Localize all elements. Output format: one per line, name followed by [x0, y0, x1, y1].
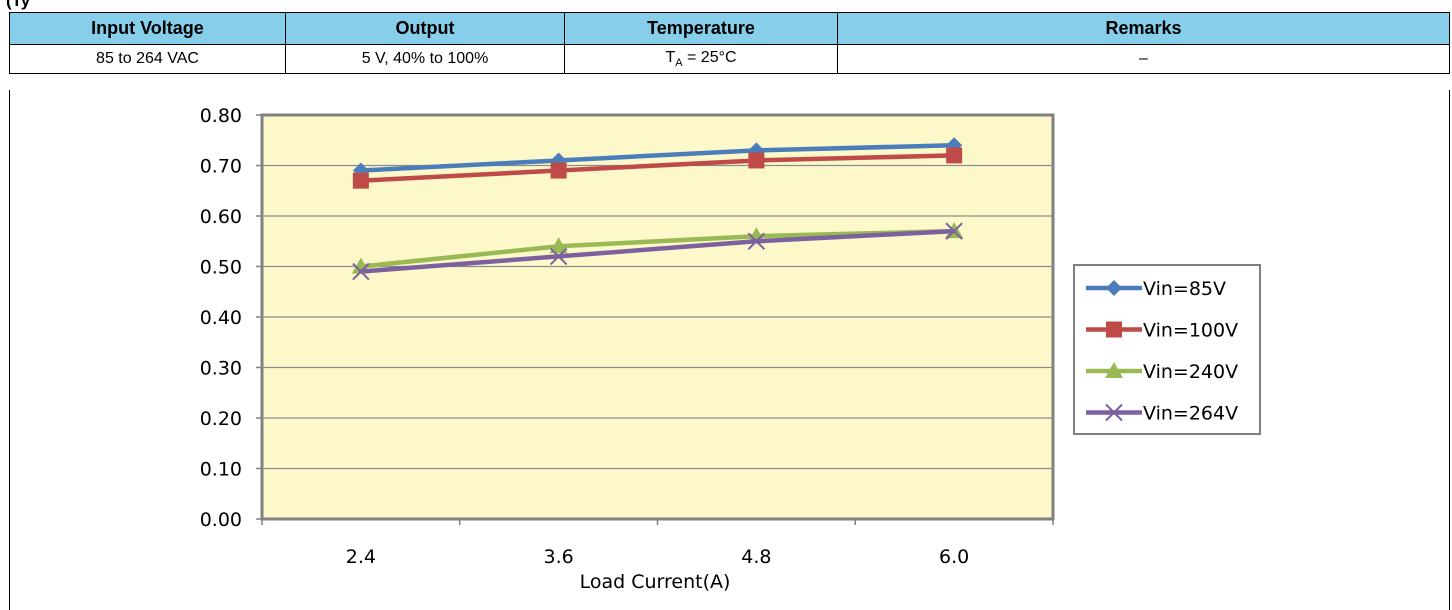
- data-point: [549, 247, 568, 266]
- x-tick-label: 4.8: [741, 546, 771, 568]
- chart-frame: [9, 90, 1450, 610]
- legend-label: Vin=100V: [1143, 320, 1238, 342]
- conditions-value-row: 85 to 264 VAC 5 V, 40% to 100% TA = 25°C…: [9, 44, 1450, 74]
- value-input-voltage: 85 to 264 VAC: [9, 44, 286, 74]
- header-remarks: Remarks: [837, 12, 1450, 45]
- page-title: (Ty: [6, 0, 31, 10]
- legend-label: Vin=264V: [1143, 403, 1238, 425]
- x-tick-label: 6.0: [939, 546, 969, 568]
- series-line: [358, 228, 957, 269]
- header-temperature: Temperature: [564, 12, 838, 45]
- x-tick-label: 2.4: [346, 546, 376, 568]
- y-tick-label: 0.50: [200, 257, 242, 279]
- temperature-symbol: T: [665, 48, 676, 66]
- data-point: [946, 147, 963, 164]
- header-input-voltage: Input Voltage: [9, 12, 286, 45]
- y-tick-label: 0.10: [200, 459, 242, 481]
- temperature-subscript: A: [675, 57, 683, 70]
- data-point: [945, 222, 963, 240]
- data-point: [549, 237, 568, 254]
- legend-box: [1073, 264, 1261, 435]
- header-output: Output: [285, 12, 565, 45]
- legend-marker: [1105, 362, 1123, 378]
- y-tick-label: 0.00: [200, 509, 242, 531]
- legend-marker: [1105, 403, 1123, 422]
- y-tick-label: 0.60: [200, 206, 242, 228]
- data-point: [550, 162, 567, 179]
- data-point: [352, 262, 370, 281]
- legend-marker: [1106, 321, 1122, 338]
- y-tick-label: 0.40: [200, 307, 242, 329]
- data-point: [352, 172, 369, 189]
- series-line: [358, 228, 957, 274]
- y-tick-label: 0.30: [200, 358, 242, 380]
- value-remarks: –: [837, 44, 1450, 74]
- series-line: [358, 153, 957, 183]
- x-axis-label: Load Current(A): [580, 571, 731, 593]
- series-line: [358, 143, 957, 173]
- x-tick-label: 3.6: [544, 546, 574, 568]
- y-tick-label: 0.80: [200, 105, 242, 127]
- data-point: [747, 232, 766, 250]
- legend-label: Vin=85V: [1143, 278, 1226, 300]
- y-tick-label: 0.70: [200, 156, 242, 178]
- conditions-header-row: Input Voltage Output Temperature Remarks: [9, 12, 1450, 45]
- value-temperature: TA = 25°C: [564, 44, 838, 74]
- conditions-table: Input Voltage Output Temperature Remarks…: [9, 12, 1450, 74]
- value-output: 5 V, 40% to 100%: [285, 44, 565, 74]
- legend-label: Vin=240V: [1143, 361, 1238, 383]
- y-tick-label: 0.20: [200, 408, 242, 430]
- legend-marker: [1106, 280, 1122, 296]
- data-point: [748, 152, 765, 169]
- temperature-value: = 25°C: [682, 48, 737, 66]
